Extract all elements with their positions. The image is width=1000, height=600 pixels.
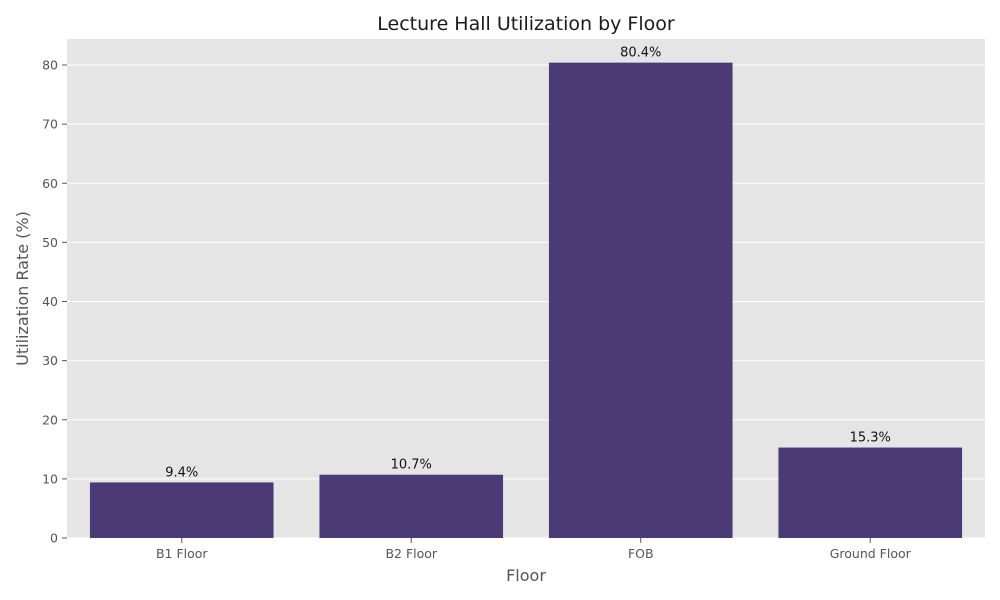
bar-b2-floor (319, 474, 504, 538)
x-tick-label: FOB (628, 546, 654, 561)
bar-fob (548, 62, 733, 538)
data-label: 10.7% (391, 458, 432, 473)
y-tick-label: 40 (42, 294, 58, 309)
y-tick-label: 30 (42, 353, 58, 368)
bar-ground-floor (778, 447, 963, 538)
y-tick-label: 70 (42, 117, 58, 132)
y-tick-label: 10 (42, 471, 58, 486)
x-tick-label: Ground Floor (830, 546, 912, 561)
x-tick-label: B2 Floor (385, 546, 437, 561)
y-tick-label: 50 (42, 235, 58, 250)
x-axis-ticks: B1 Floor B2 Floor FOB Ground Floor (156, 538, 912, 561)
data-label: 9.4% (165, 465, 198, 480)
y-tick-label: 60 (42, 176, 58, 191)
chart-title: Lecture Hall Utilization by Floor (377, 13, 675, 35)
y-tick-label: 20 (42, 412, 58, 427)
x-axis-label: Floor (506, 566, 546, 585)
data-labels: 9.4% 10.7% 80.4% 15.3% (165, 46, 891, 481)
y-axis-ticks: 0 10 20 30 40 50 60 70 80 (42, 58, 67, 546)
bars (89, 62, 963, 538)
y-tick-label: 0 (50, 531, 58, 546)
data-label: 15.3% (850, 431, 891, 446)
y-tick-label: 80 (42, 58, 58, 73)
data-label: 80.4% (620, 46, 661, 61)
y-axis-label: Utilization Rate (%) (13, 211, 32, 366)
bar-b1-floor (89, 482, 274, 538)
x-tick-label: B1 Floor (156, 546, 208, 561)
